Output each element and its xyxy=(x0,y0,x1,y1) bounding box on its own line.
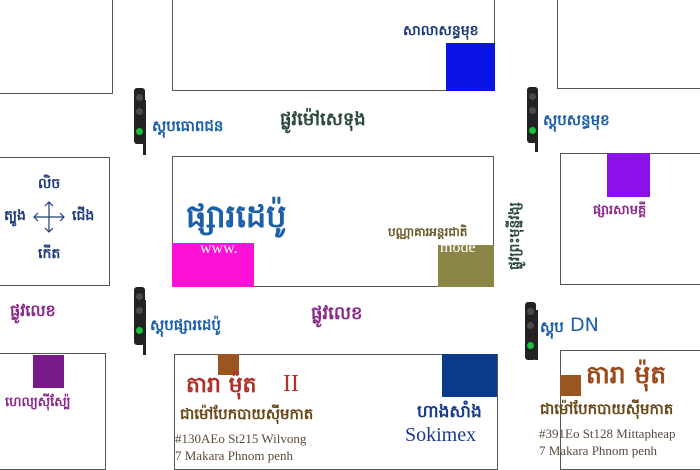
shop-left-label[interactable]: ហេល្យស៊ីស្ប៉ែ xyxy=(5,395,71,410)
compass-arrows-icon xyxy=(33,201,65,233)
city-block-top-center xyxy=(172,0,495,91)
bank-label[interactable]: សាលាសន្ធមុខ xyxy=(403,23,479,39)
shop2-address-line1: #391Eo St128 Mittapheap xyxy=(539,426,676,441)
www-marker[interactable] xyxy=(172,243,254,287)
traffic-light-icon xyxy=(527,87,538,143)
roundabout-left-label[interactable]: ស្តុបធោពជន xyxy=(152,117,224,135)
compass-south: កើត xyxy=(38,246,61,262)
sokimex-marker[interactable] xyxy=(442,354,497,397)
road-mao-label[interactable]: ផ្លូវម៉ៅសេទុង xyxy=(280,109,366,130)
market-small-label[interactable]: ផ្សារសាមគ្គី xyxy=(593,203,647,218)
shop1-address-line2: 7 Makara Phnom penh xyxy=(175,448,294,463)
shop2-subtitle: ជាម៉ៅបែកបាយស៊ីមកាត xyxy=(540,400,674,418)
shop1-address-line1: #130AEo St215 Wilvong xyxy=(175,431,307,446)
compass-north: លិច xyxy=(38,176,61,192)
roundabout-dn-label[interactable]: ស្តុប xyxy=(540,318,564,336)
shop1-marker[interactable] xyxy=(218,354,239,375)
shop2-address-line2: 7 Makara Phnom penh xyxy=(539,443,658,458)
sokimex-latin-label[interactable]: Sokimex xyxy=(405,424,477,446)
shop-left-marker[interactable] xyxy=(33,355,64,388)
shop2-name[interactable]: តារា ម៉ុត xyxy=(586,360,667,389)
traffic-pole-4 xyxy=(535,310,538,360)
road-mid-label[interactable]: ផ្លូវលេខ xyxy=(311,303,363,324)
model-text: mode xyxy=(440,239,476,256)
city-block-top-left xyxy=(0,0,113,94)
model-marker[interactable] xyxy=(438,245,494,287)
www-text: www. xyxy=(200,240,238,257)
shop1-name[interactable]: តារា ម៉ុត xyxy=(186,373,257,398)
shop1-subtitle: ជាម៉ៅបែកបាយស៊ីមកាត xyxy=(180,405,314,423)
city-block-bottom-right xyxy=(560,350,700,470)
shop1-number: II xyxy=(283,371,299,397)
road-vertical-label[interactable]: ផ្លូវព្រះមុន្នីវង្ស xyxy=(507,202,523,270)
roundabout-right-label[interactable]: ស្តុបសន្ធមុខ xyxy=(543,111,610,129)
compass-east: ជើង xyxy=(72,208,95,224)
shop2-marker[interactable] xyxy=(560,375,581,396)
roundabout-depo-label[interactable]: ស្តុបផ្សារដេប៉ូ xyxy=(150,316,221,334)
market-big-label[interactable]: ផ្សារដេប៉ូ xyxy=(186,197,287,235)
traffic-light-icon xyxy=(134,287,145,345)
market-small-marker[interactable] xyxy=(607,153,650,197)
roundabout-dn-latin[interactable]: DN xyxy=(570,314,599,336)
model-khmer-label[interactable]: បណ្ណាគារអន្តរជាតិ xyxy=(388,225,468,239)
city-block-mid-left xyxy=(0,157,110,286)
city-block-top-right xyxy=(557,0,700,89)
bank-marker[interactable] xyxy=(446,43,495,91)
compass-west: ត្បូង xyxy=(4,208,26,224)
traffic-light-icon xyxy=(525,302,536,360)
traffic-light-icon xyxy=(134,88,145,144)
road-left-label[interactable]: ផ្លូវលេខ xyxy=(10,301,56,320)
sokimex-khmer-label[interactable]: ហាងសាំង xyxy=(417,402,482,422)
